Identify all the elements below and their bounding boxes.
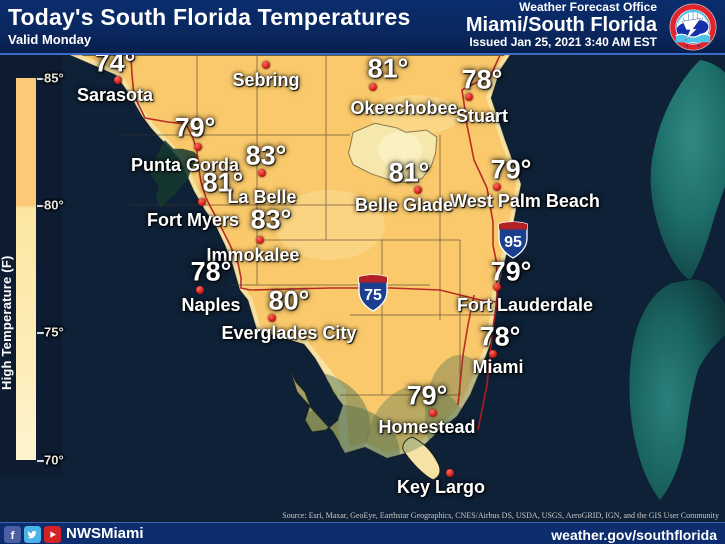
svg-text:f: f bbox=[11, 530, 15, 542]
